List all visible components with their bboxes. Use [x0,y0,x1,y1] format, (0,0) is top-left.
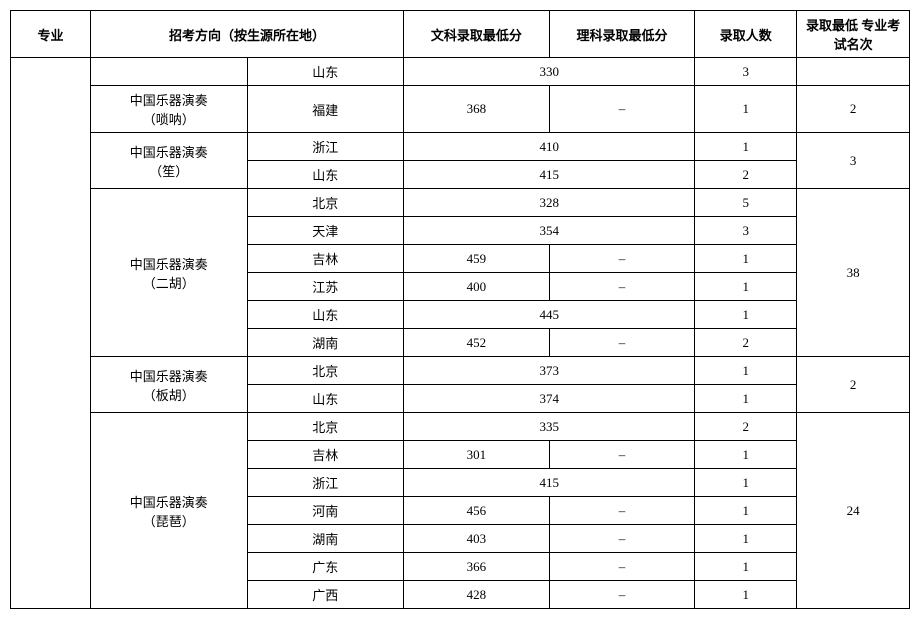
cell-rank: 2 [797,86,910,133]
cell-count: 1 [695,357,797,385]
cell-province: 广西 [247,581,404,609]
cell-score-wen: 403 [404,525,550,553]
cell-direction: 中国乐器演奏 （唢呐） [90,86,247,133]
cell-score-li: – [549,273,695,301]
cell-score-wen: 366 [404,553,550,581]
cell-province: 山东 [247,301,404,329]
header-row: 专业 招考方向（按生源所在地） 文科录取最低分 理科录取最低分 录取人数 录取最… [11,11,910,58]
cell-province: 吉林 [247,245,404,273]
cell-count: 1 [695,581,797,609]
cell-count: 5 [695,189,797,217]
cell-score-wen: 301 [404,441,550,469]
cell-province: 湖南 [247,525,404,553]
cell-score-li: – [549,581,695,609]
cell-score-merged: 373 [404,357,695,385]
cell-score-wen: 456 [404,497,550,525]
cell-score-merged: 328 [404,189,695,217]
cell-direction: 中国乐器演奏 （板胡） [90,357,247,413]
cell-province: 山东 [247,161,404,189]
cell-score-li: – [549,525,695,553]
cell-count: 1 [695,133,797,161]
cell-score-li: – [549,245,695,273]
header-count: 录取人数 [695,11,797,58]
cell-province: 北京 [247,189,404,217]
cell-direction [90,58,247,86]
cell-score-wen: 400 [404,273,550,301]
cell-score-wen: 368 [404,86,550,133]
cell-province: 河南 [247,497,404,525]
cell-count: 1 [695,385,797,413]
cell-province: 福建 [247,86,404,133]
cell-score-li: – [549,441,695,469]
cell-count: 1 [695,497,797,525]
cell-score-li: – [549,553,695,581]
cell-rank: 3 [797,133,910,189]
cell-province: 北京 [247,357,404,385]
cell-province: 广东 [247,553,404,581]
table-row: 中国乐器演奏 （板胡）北京37312 [11,357,910,385]
cell-province: 湖南 [247,329,404,357]
header-direction: 招考方向（按生源所在地） [90,11,403,58]
cell-count: 1 [695,441,797,469]
cell-province: 吉林 [247,441,404,469]
cell-province: 江苏 [247,273,404,301]
cell-score-merged: 354 [404,217,695,245]
cell-province: 山东 [247,58,404,86]
cell-rank [797,58,910,86]
cell-count: 1 [695,553,797,581]
table-body: 山东3303中国乐器演奏 （唢呐）福建368–12中国乐器演奏 （笙）浙江410… [11,58,910,609]
cell-rank: 2 [797,357,910,413]
cell-score-wen: 459 [404,245,550,273]
cell-major [11,58,91,609]
header-rank: 录取最低 专业考试名次 [797,11,910,58]
header-major: 专业 [11,11,91,58]
cell-province: 浙江 [247,469,404,497]
cell-score-wen: 428 [404,581,550,609]
cell-count: 1 [695,301,797,329]
cell-direction: 中国乐器演奏 （笙） [90,133,247,189]
cell-direction: 中国乐器演奏 （琵琶） [90,413,247,609]
cell-count: 1 [695,525,797,553]
cell-direction: 中国乐器演奏 （二胡） [90,189,247,357]
cell-count: 3 [695,58,797,86]
cell-score-li: – [549,329,695,357]
cell-score-merged: 415 [404,469,695,497]
cell-score-li: – [549,497,695,525]
cell-province: 浙江 [247,133,404,161]
admission-table: 专业 招考方向（按生源所在地） 文科录取最低分 理科录取最低分 录取人数 录取最… [10,10,910,609]
cell-score-merged: 445 [404,301,695,329]
cell-province: 山东 [247,385,404,413]
header-wen: 文科录取最低分 [404,11,550,58]
cell-count: 1 [695,469,797,497]
cell-province: 北京 [247,413,404,441]
cell-count: 3 [695,217,797,245]
table-row: 山东3303 [11,58,910,86]
cell-score-merged: 374 [404,385,695,413]
cell-score-merged: 415 [404,161,695,189]
cell-count: 1 [695,86,797,133]
cell-score-merged: 335 [404,413,695,441]
cell-rank: 38 [797,189,910,357]
cell-score-merged: 410 [404,133,695,161]
cell-count: 2 [695,413,797,441]
cell-score-merged: 330 [404,58,695,86]
table-row: 中国乐器演奏 （唢呐）福建368–12 [11,86,910,133]
cell-count: 1 [695,245,797,273]
table-row: 中国乐器演奏 （琵琶）北京335224 [11,413,910,441]
cell-score-wen: 452 [404,329,550,357]
table-row: 中国乐器演奏 （笙）浙江41013 [11,133,910,161]
cell-rank: 24 [797,413,910,609]
cell-score-li: – [549,86,695,133]
cell-count: 1 [695,273,797,301]
cell-province: 天津 [247,217,404,245]
cell-count: 2 [695,329,797,357]
header-li: 理科录取最低分 [549,11,695,58]
table-row: 中国乐器演奏 （二胡）北京328538 [11,189,910,217]
cell-count: 2 [695,161,797,189]
